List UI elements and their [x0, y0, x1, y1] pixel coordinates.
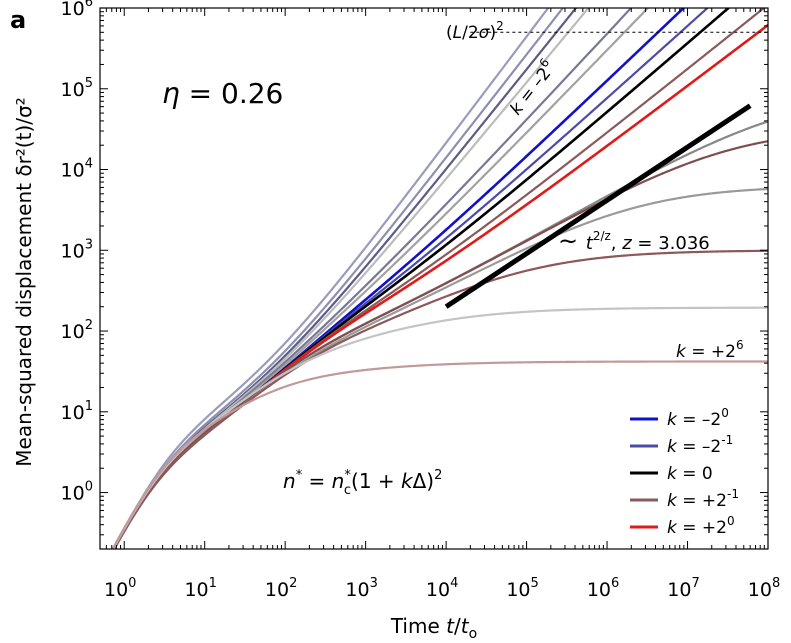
legend-label: k = +20 — [667, 514, 735, 538]
series-line — [112, 8, 550, 549]
y-tick-label: 102 — [61, 318, 93, 343]
series-layer — [111, 8, 768, 549]
y-tick-label: 106 — [61, 0, 93, 20]
y-tick-labels: 100 101 102 103 104 105 106 — [61, 0, 93, 505]
eta-annotation: η = 0.26 — [162, 77, 283, 110]
x-tick-label: 107 — [667, 576, 699, 601]
y-tick-label: 103 — [61, 237, 93, 262]
series-line — [112, 140, 768, 549]
fit-label: ~ t2/z, z = 3.036 — [558, 227, 710, 255]
legend-label: k = +2-1 — [667, 487, 739, 511]
tick-layer — [99, 7, 769, 550]
x-tick-label: 101 — [184, 576, 216, 601]
x-tick-label: 102 — [265, 576, 297, 601]
y-tick-label: 104 — [61, 157, 93, 182]
x-tick-label: 100 — [104, 576, 136, 601]
k-pos-label: k = +26 — [676, 338, 744, 362]
y-tick-label: 105 — [61, 76, 93, 101]
series-line — [112, 249, 768, 549]
y-tick-label: 100 — [61, 480, 93, 505]
overlay-layer — [444, 31, 768, 309]
x-tick-label: 105 — [506, 576, 538, 601]
legend-label: k = –20 — [667, 406, 729, 430]
x-axis-label: Time t/to — [390, 614, 477, 642]
legend-label: k = 0 — [667, 464, 713, 484]
panel-label: a — [10, 6, 26, 34]
density-formula: n* = n* c(1 + kΔ)2 — [283, 468, 442, 498]
series-line — [111, 360, 768, 549]
x-tick-label: 106 — [587, 576, 619, 601]
fit-power-law-line — [444, 103, 752, 309]
x-tick-label: 108 — [748, 576, 780, 601]
y-tick-label: 101 — [61, 399, 93, 424]
series-line — [112, 8, 565, 549]
x-tick-label: 104 — [426, 576, 458, 601]
x-tick-labels: 100 101 102 103 104 105 106 107 108 — [104, 576, 780, 601]
legend: k = –20 k = –2-1 k = 0 k = +2-1 k = +20 — [630, 406, 739, 538]
reference-line-label: (L/2σ)2 — [446, 19, 504, 43]
x-tick-label: 103 — [345, 576, 377, 601]
legend-label: k = –2-1 — [667, 433, 733, 457]
y-axis-label: Mean-squared displacement δr²(t)/σ² — [12, 97, 36, 466]
